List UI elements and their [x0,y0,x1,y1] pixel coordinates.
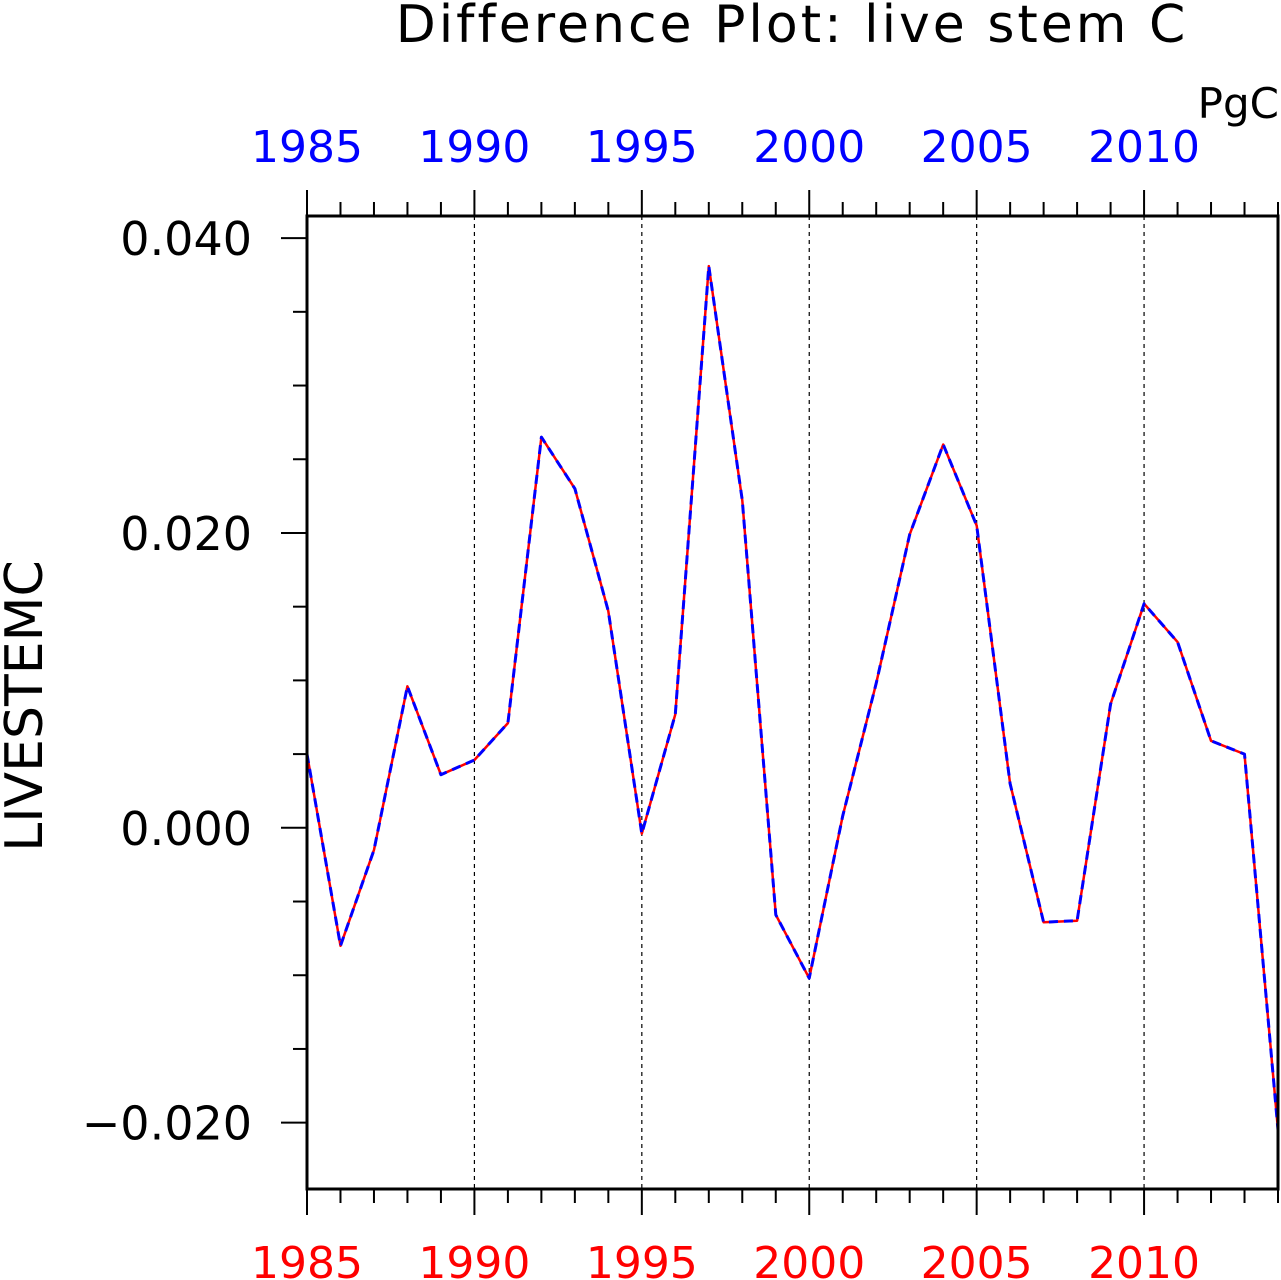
x-tick-label-top: 1985 [251,122,363,173]
x-tick-label-top: 1990 [418,122,530,173]
y-tick-label: 0.040 [120,212,252,266]
y-tick-label: 0.000 [120,802,252,856]
series-line-2 [305,264,1280,1131]
x-tick-label-top: 1995 [586,122,698,173]
series-lines [305,264,1280,1131]
tick-labels: 1985 1985 1990 1990 1995 1995 2000 2000 2005 2005… [82,122,1200,1280]
x-tick-label-bottom: 1990 [418,1238,530,1280]
units-label: PgC [1198,79,1279,128]
x-tick-label-bottom: 2000 [753,1238,865,1280]
x-tick-label-bottom: 1985 [251,1238,363,1280]
x-tick-label-bottom: 2010 [1088,1238,1200,1280]
x-tick-label-top: 2010 [1088,122,1200,173]
series-line-1 [305,264,1280,1131]
y-tick-label: −0.020 [82,1097,252,1151]
plot-frame [305,214,1280,1191]
x-tick-label-top: 2005 [921,122,1033,173]
y-axis-label: LIVESTEMC [0,560,55,852]
chart-title: Difference Plot: live stem C [396,0,1189,55]
y-tick-label: 0.020 [120,507,252,561]
grid-lines [473,216,1145,1189]
x-tick-label-bottom: 1995 [586,1238,698,1280]
x-tick-label-bottom: 2005 [921,1238,1033,1280]
x-tick-label-top: 2000 [753,122,865,173]
axis-ticks [281,190,1279,1215]
